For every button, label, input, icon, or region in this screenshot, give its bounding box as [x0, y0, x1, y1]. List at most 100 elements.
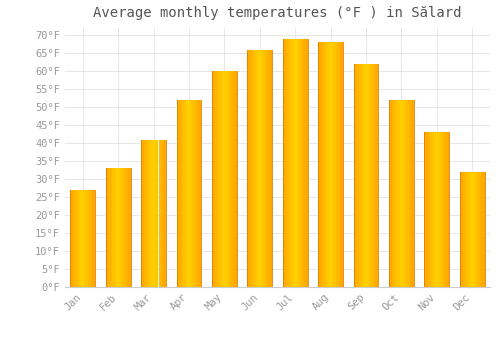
Bar — [441, 132, 442, 287]
Bar — [254, 50, 255, 287]
Bar — [376, 64, 377, 287]
Bar — [256, 50, 258, 287]
Bar — [122, 168, 123, 287]
Bar — [217, 71, 218, 287]
Bar — [178, 100, 179, 287]
Bar — [464, 172, 465, 287]
Bar — [78, 190, 80, 287]
Bar — [430, 132, 431, 287]
Bar — [361, 64, 362, 287]
Bar — [409, 100, 410, 287]
Bar — [109, 168, 110, 287]
Bar — [262, 50, 263, 287]
Bar — [128, 168, 129, 287]
Bar — [389, 100, 390, 287]
Bar — [129, 168, 130, 287]
Bar — [199, 100, 200, 287]
Bar — [147, 140, 148, 287]
Bar — [477, 172, 478, 287]
Bar — [231, 71, 232, 287]
Bar — [120, 168, 122, 287]
Bar — [259, 50, 260, 287]
Bar — [399, 100, 400, 287]
Bar — [354, 64, 356, 287]
Bar — [179, 100, 180, 287]
Bar — [227, 71, 228, 287]
Bar — [81, 190, 82, 287]
Bar — [372, 64, 374, 287]
Bar — [357, 64, 358, 287]
Bar — [76, 190, 77, 287]
Bar — [80, 190, 81, 287]
Bar — [188, 100, 189, 287]
Bar — [252, 50, 253, 287]
Bar — [375, 64, 376, 287]
Bar — [84, 190, 85, 287]
Bar — [232, 71, 234, 287]
Bar — [284, 39, 286, 287]
Bar — [86, 190, 87, 287]
Bar — [218, 71, 220, 287]
Bar — [440, 132, 441, 287]
Bar — [152, 140, 154, 287]
Bar — [114, 168, 115, 287]
Bar — [318, 42, 319, 287]
Bar — [446, 132, 447, 287]
Bar — [198, 100, 199, 287]
Bar — [307, 39, 308, 287]
Bar — [370, 64, 371, 287]
Bar — [445, 132, 446, 287]
Bar — [362, 64, 364, 287]
Bar — [408, 100, 409, 287]
Bar — [213, 71, 214, 287]
Bar — [220, 71, 221, 287]
Bar — [466, 172, 468, 287]
Bar — [236, 71, 237, 287]
Bar — [150, 140, 151, 287]
Bar — [398, 100, 399, 287]
Bar — [431, 132, 432, 287]
Bar — [146, 140, 147, 287]
Bar — [396, 100, 398, 287]
Bar — [403, 100, 404, 287]
Bar — [283, 39, 284, 287]
Bar — [192, 100, 193, 287]
Bar — [200, 100, 202, 287]
Bar — [334, 42, 335, 287]
Bar — [288, 39, 290, 287]
Bar — [470, 172, 472, 287]
Bar — [226, 71, 227, 287]
Bar — [478, 172, 479, 287]
Bar — [264, 50, 265, 287]
Bar — [119, 168, 120, 287]
Bar — [70, 190, 71, 287]
Bar — [432, 132, 434, 287]
Bar — [161, 140, 162, 287]
Bar — [336, 42, 337, 287]
Bar — [298, 39, 300, 287]
Bar — [197, 100, 198, 287]
Bar — [413, 100, 414, 287]
Bar — [468, 172, 469, 287]
Bar — [297, 39, 298, 287]
Bar — [294, 39, 295, 287]
Bar — [260, 50, 262, 287]
Bar — [160, 140, 161, 287]
Bar — [112, 168, 113, 287]
Bar — [126, 168, 127, 287]
Bar — [377, 64, 378, 287]
Bar — [328, 42, 329, 287]
Bar — [428, 132, 430, 287]
Bar — [72, 190, 73, 287]
Bar — [469, 172, 470, 287]
Bar — [287, 39, 288, 287]
Bar — [184, 100, 185, 287]
Bar — [447, 132, 448, 287]
Bar — [360, 64, 361, 287]
Bar — [144, 140, 146, 287]
Bar — [87, 190, 88, 287]
Bar — [324, 42, 325, 287]
Bar — [301, 39, 302, 287]
Bar — [193, 100, 194, 287]
Bar — [296, 39, 297, 287]
